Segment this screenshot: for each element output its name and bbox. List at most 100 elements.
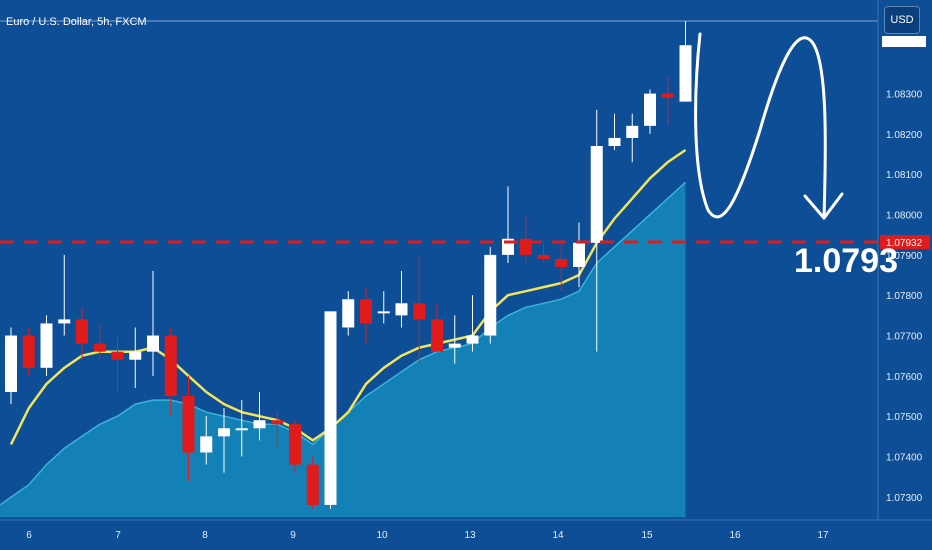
time-tick-label: 14 [552,530,564,541]
candle-layer [5,21,692,509]
time-axis: 6 7 8 9 10 13 14 15 16 17 [26,530,829,541]
candle-body [537,254,550,259]
time-tick-label: 17 [817,530,829,541]
candle-body [590,146,603,243]
candle-body [235,428,248,431]
candle [395,271,408,328]
price-tick-label: 1.08200 [886,130,923,141]
candle-body [58,319,71,324]
candle-body [76,319,88,344]
price-tick-label: 1.08000 [886,211,923,222]
candle-body [182,396,195,453]
price-tick-label: 1.07400 [886,453,923,464]
candle-body [679,45,692,102]
price-tick-label: 1.07600 [886,372,923,383]
candle [40,315,53,376]
candle-body [448,343,461,348]
candle [484,246,497,344]
candle [413,254,426,364]
candle [306,456,319,509]
price-tick-label: 1.07700 [886,332,923,343]
candle [590,109,603,352]
price-tick-label: 1.08100 [886,170,923,181]
candle [289,420,301,473]
candle-body [289,424,301,465]
candle [22,327,35,376]
candle-body [129,351,142,360]
candle [448,315,461,364]
time-tick-label: 15 [641,530,653,541]
candle [679,21,692,102]
candle [431,303,443,352]
candle-body [431,319,443,352]
time-tick-label: 7 [115,530,121,541]
candle [76,307,88,360]
level-price-label: 1.07932 [886,238,923,249]
price-tick-label: 1.07900 [886,251,923,262]
price-tick-label: 1.07300 [886,493,923,504]
candle-body [466,335,479,344]
candle-body [147,335,159,352]
currency-button[interactable]: USD [884,6,920,34]
candle [377,291,390,324]
candle [271,412,284,449]
candle [235,400,248,457]
time-tick-label: 6 [26,530,32,541]
candle-body [413,303,426,320]
time-tick-label: 16 [729,530,741,541]
candle [555,242,568,292]
time-tick-label: 8 [202,530,208,541]
candle [182,375,195,481]
candle [644,89,656,134]
symbol-title: Euro / U.S. Dollar, 5h, FXCM [6,16,147,28]
projection-curve [694,32,827,220]
candle [5,327,17,405]
candle [360,287,372,344]
time-tick-label: 13 [464,530,476,541]
candle-body [253,420,266,429]
price-tick-label: 1.07800 [886,291,923,302]
candle-body [360,299,372,324]
candle-body [22,335,35,368]
candle-body [218,428,230,437]
candle [200,416,213,465]
candle [58,254,71,336]
candle [93,323,106,360]
arrow-head-icon [803,192,844,220]
candle-body [644,93,656,126]
candle [661,77,674,126]
candle [253,391,266,441]
candle [342,291,355,336]
candle-body [111,351,124,360]
candle [147,271,159,376]
candle-body [608,137,621,147]
candle [626,113,639,163]
price-tick-label: 1.07500 [886,412,923,423]
candle [218,408,230,473]
candle-body [342,299,355,328]
candle [573,222,585,288]
candle [608,113,621,151]
time-tick-label: 9 [290,530,296,541]
price-axis: 1.08300 1.08200 1.08100 1.08000 1.07900 1.078… [886,90,923,504]
candle-body [40,323,53,368]
price-tick-label: 1.08300 [886,90,923,101]
target-price-annotation: 1.0793 [794,242,898,280]
candle-body [661,93,674,98]
candle-body [324,311,337,505]
candle-body [271,420,284,425]
candle-body [555,258,568,267]
time-tick-label: 10 [376,530,388,541]
candle [537,242,550,263]
candle [466,295,479,352]
candle [129,327,142,388]
candle-body [377,311,390,314]
level-layer: 1.07932 [0,234,930,249]
candle-body [395,303,408,316]
candle-body [626,125,639,138]
candle-body [484,254,497,336]
candle-body [306,464,319,505]
candle [324,311,337,509]
area-series [0,182,686,518]
